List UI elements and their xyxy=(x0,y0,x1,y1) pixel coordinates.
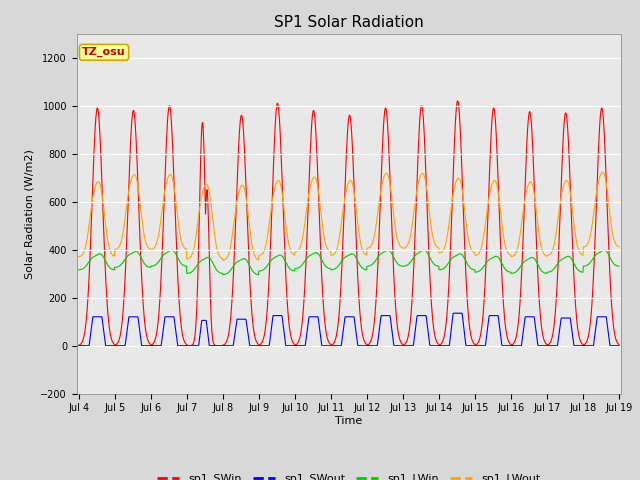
sp1_SWout xyxy=(195,342,203,348)
Text: TZ_osu: TZ_osu xyxy=(82,47,126,58)
sp1_LWout xyxy=(195,212,203,217)
sp1_SWout xyxy=(504,343,511,348)
sp1_SWin xyxy=(256,342,264,348)
sp1_SWout xyxy=(615,343,623,348)
sp1_LWin xyxy=(504,268,511,274)
sp1_LWout xyxy=(598,169,606,175)
sp1_LWin xyxy=(195,260,203,266)
sp1_LWout xyxy=(433,244,441,250)
Line: sp1_SWin: sp1_SWin xyxy=(79,101,619,346)
sp1_LWin xyxy=(552,264,559,270)
sp1_LWin xyxy=(256,268,264,274)
sp1_SWout xyxy=(75,343,83,348)
Line: sp1_LWin: sp1_LWin xyxy=(79,250,619,275)
X-axis label: Time: Time xyxy=(335,416,362,426)
sp1_SWin xyxy=(195,237,203,243)
sp1_LWout xyxy=(219,257,227,263)
sp1_LWin xyxy=(384,247,392,253)
sp1_LWout xyxy=(551,237,559,242)
sp1_SWin xyxy=(454,98,461,104)
sp1_SWin xyxy=(75,342,83,348)
Legend: sp1_SWin, sp1_SWout, sp1_LWin, sp1_LWout: sp1_SWin, sp1_SWout, sp1_LWin, sp1_LWout xyxy=(153,469,545,480)
sp1_LWin xyxy=(75,267,83,273)
sp1_SWin xyxy=(182,341,189,347)
sp1_LWout xyxy=(615,244,623,250)
sp1_SWin xyxy=(433,339,441,345)
sp1_SWin xyxy=(615,342,623,348)
sp1_LWout xyxy=(75,254,83,260)
sp1_LWout xyxy=(504,249,511,255)
Line: sp1_SWout: sp1_SWout xyxy=(79,313,619,346)
Y-axis label: Solar Radiation (W/m2): Solar Radiation (W/m2) xyxy=(25,149,35,278)
sp1_LWin xyxy=(433,263,441,269)
sp1_SWout xyxy=(551,343,559,348)
sp1_SWout xyxy=(449,310,457,316)
sp1_LWin xyxy=(615,264,623,269)
sp1_LWin xyxy=(219,272,227,277)
sp1_LWout xyxy=(256,252,264,258)
sp1_SWout xyxy=(433,343,440,348)
sp1_SWout xyxy=(255,343,263,348)
sp1_SWout xyxy=(182,343,189,348)
sp1_SWin xyxy=(504,336,511,342)
sp1_LWin xyxy=(182,263,189,269)
sp1_SWin xyxy=(219,343,227,348)
sp1_LWout xyxy=(182,246,189,252)
Line: sp1_LWout: sp1_LWout xyxy=(79,172,619,260)
Title: SP1 Solar Radiation: SP1 Solar Radiation xyxy=(274,15,424,30)
sp1_SWin xyxy=(552,307,559,313)
